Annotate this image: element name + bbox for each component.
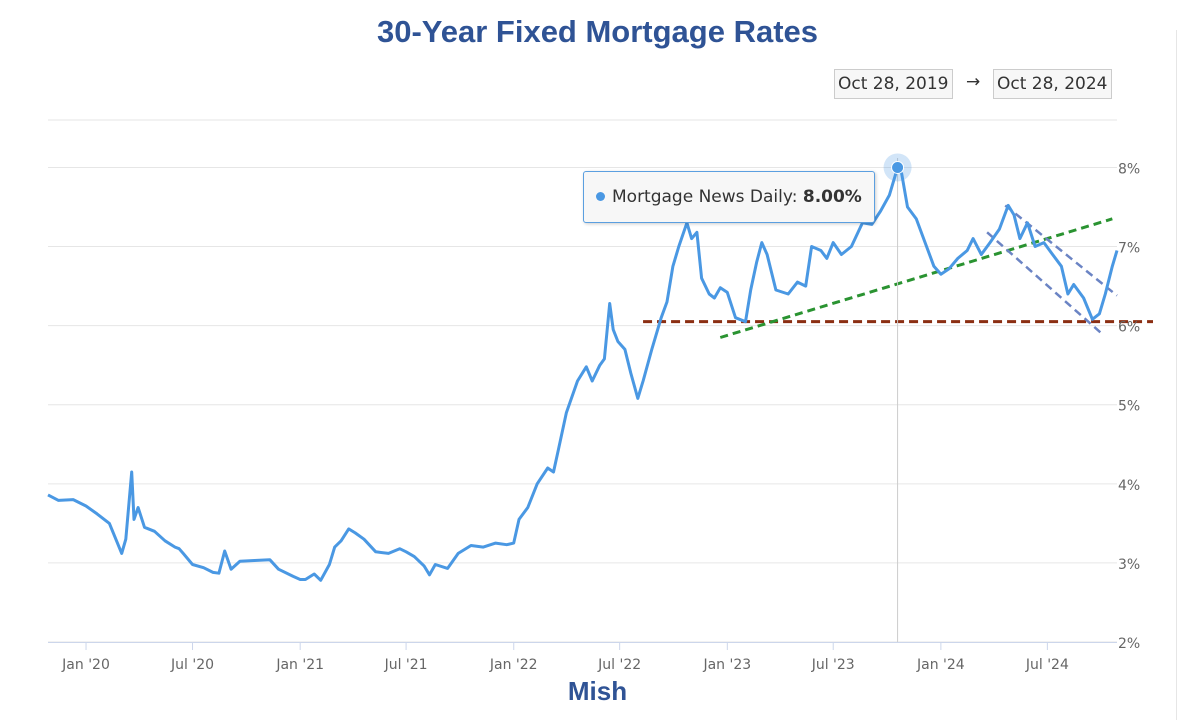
y-tick-label: 8%	[1118, 161, 1140, 177]
y-tick-label: 5%	[1118, 399, 1140, 415]
x-tick-label: Jan '24	[916, 657, 965, 673]
y-tick-label: 7%	[1118, 241, 1140, 257]
data-tooltip: Mortgage News Daily: 8.00%	[583, 171, 875, 223]
y-tick-label: 4%	[1118, 478, 1140, 494]
x-tick-label: Jan '23	[702, 657, 751, 673]
x-tick-label: Jul '24	[1025, 657, 1069, 673]
y-tick-label: 6%	[1118, 320, 1140, 336]
y-tick-label: 2%	[1118, 636, 1140, 652]
series-dot-icon	[596, 192, 605, 201]
tooltip-value: 8.00%	[802, 187, 862, 207]
axes: 2% 3% 4% 5% 6% 7% 8% Jan '20 Jul '20 Jan '21 Jul '…	[48, 161, 1140, 673]
x-tick-label: Jul '23	[811, 657, 855, 673]
highlight-layer	[883, 153, 912, 642]
chart-credit: Mish	[567, 676, 628, 706]
chart-title: 30-Year Fixed Mortgage Rates	[376, 14, 819, 49]
series-line	[47, 166, 1119, 582]
series-layer	[47, 166, 1119, 582]
trendline-channel	[986, 231, 1105, 337]
trendline-channel	[1004, 204, 1118, 297]
x-tick-label: Jan '21	[275, 657, 324, 673]
x-tick-label: Jul '21	[384, 657, 428, 673]
range-start-input[interactable]: Oct 28, 2019	[834, 69, 953, 99]
x-tick-label: Jul '20	[170, 657, 214, 673]
tooltip-separator: :	[791, 187, 803, 207]
x-tick-label: Jul '22	[597, 657, 641, 673]
tooltip-series: Mortgage News Daily	[612, 187, 792, 207]
y-tick-label: 3%	[1118, 557, 1140, 573]
right-border	[1176, 30, 1177, 720]
trendline-rising	[719, 217, 1113, 339]
x-tick-label: Jan '20	[61, 657, 110, 673]
range-arrow-icon: →	[966, 72, 981, 92]
x-tick-label: Jan '22	[489, 657, 538, 673]
range-end-input[interactable]: Oct 28, 2024	[993, 69, 1112, 99]
highlight-point	[891, 160, 905, 174]
